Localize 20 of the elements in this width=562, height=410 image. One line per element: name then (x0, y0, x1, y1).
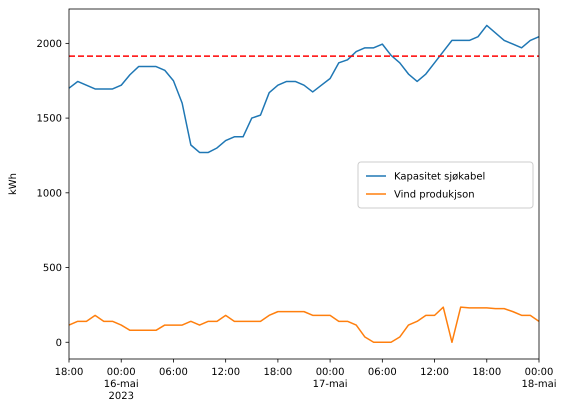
y-tick-label: 500 (42, 263, 62, 274)
y-tick-label: 1000 (36, 188, 62, 200)
x-tick-label: 18:00 (263, 367, 292, 378)
y-axis-title: kWh (8, 172, 19, 196)
legend-label: Kapasitet sjøkabel (394, 172, 486, 182)
x-tick-label: 06:00 (368, 367, 397, 378)
x-tick-label: 18:00 (54, 367, 84, 378)
x-tick-label: 12:00 (420, 367, 449, 378)
x-tick-label: 00:00 18-mai (522, 367, 556, 390)
y-tick-label: 2000 (36, 38, 62, 50)
y-tick-label: 1500 (36, 114, 62, 125)
line-series (68, 306, 540, 344)
line-series (68, 24, 540, 154)
x-tick-label: 12:00 (211, 367, 240, 378)
x-tick-label: 00:00 17-mai (312, 367, 348, 390)
legend-label: Vind produkjson (394, 190, 475, 200)
x-tick-label: 00:00 16-mai 2023 (104, 367, 139, 402)
y-tick-label: 0 (56, 338, 62, 349)
x-tick-label: 06:00 (159, 367, 188, 378)
x-tick-label: 18:00 (472, 367, 502, 378)
